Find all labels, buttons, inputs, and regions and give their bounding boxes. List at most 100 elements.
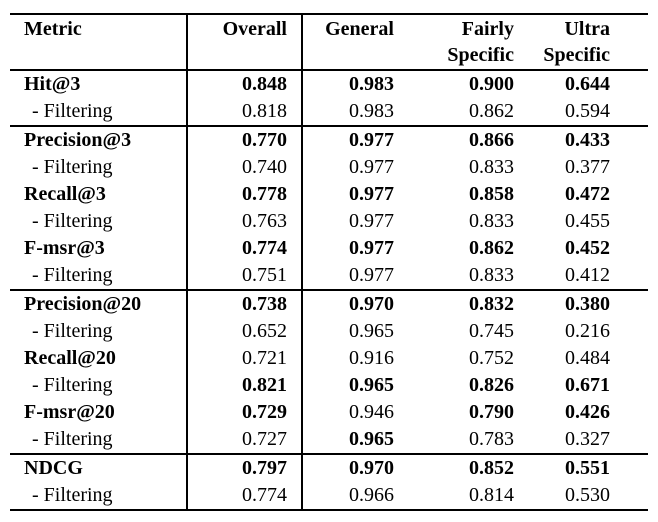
table-row: - Filtering 0.740 0.977 0.833 0.377 <box>10 154 648 181</box>
table-header: Metric Overall General Fairly Specific U… <box>10 14 648 71</box>
metric-label: Recall@20 <box>10 345 188 372</box>
metric-label: Recall@3 <box>10 181 188 208</box>
metric-label: F-msr@3 <box>10 235 188 262</box>
value-cell: 0.551 <box>534 453 648 482</box>
value-cell: 0.852 <box>418 453 534 482</box>
value-cell: 0.977 <box>349 183 394 205</box>
value-cell: 0.977 <box>349 264 394 286</box>
metric-label: - Filtering <box>10 318 188 345</box>
column-header-label: General <box>325 18 394 40</box>
table-row: - Filtering 0.763 0.977 0.833 0.455 <box>10 208 648 235</box>
table-row: - Filtering 0.774 0.966 0.814 0.530 <box>10 482 648 510</box>
value-cell: 0.818 <box>187 98 303 126</box>
value-cell: 0.983 <box>349 100 394 122</box>
table-row: - Filtering 0.818 0.983 0.862 0.594 <box>10 98 648 126</box>
value-cell: 0.729 <box>187 399 303 426</box>
table-row: Recall@20 0.721 0.916 0.752 0.484 <box>10 345 648 372</box>
metrics-table: Metric Overall General Fairly Specific U… <box>10 13 648 511</box>
value-cell: 0.738 <box>187 289 303 318</box>
table-row: NDCG 0.797 0.970 0.852 0.551 <box>10 453 648 482</box>
value-cell: 0.970 <box>302 453 418 482</box>
value-cell: 0.977 <box>349 156 394 178</box>
value-cell: 0.745 <box>469 320 514 342</box>
metric-label: - Filtering <box>10 482 188 510</box>
value-cell: 0.965 <box>349 320 394 342</box>
value-cell: 0.965 <box>349 428 394 450</box>
table-row: Precision@20 0.738 0.970 0.832 0.380 <box>10 289 648 318</box>
value-cell: 0.472 <box>565 183 610 205</box>
column-header-label: Specific <box>543 44 610 66</box>
table-row: F-msr@20 0.729 0.946 0.790 0.426 <box>10 399 648 426</box>
column-header-label: Metric <box>24 18 82 40</box>
value-cell: 0.452 <box>565 237 610 259</box>
column-header-general: General <box>302 14 418 71</box>
value-cell: 0.900 <box>469 73 514 95</box>
value-cell: 0.965 <box>349 374 394 396</box>
metric-label: NDCG <box>10 453 188 482</box>
value-cell: 0.433 <box>534 125 648 154</box>
value-cell: 0.916 <box>349 347 394 369</box>
column-header-label: Fairly <box>461 18 514 40</box>
value-cell: 0.770 <box>187 125 303 154</box>
value-cell: 0.970 <box>302 289 418 318</box>
value-cell: 0.426 <box>565 401 610 423</box>
table-row: Hit@3 0.848 0.983 0.900 0.644 <box>10 70 648 98</box>
value-cell: 0.740 <box>187 154 303 181</box>
value-cell: 0.790 <box>469 401 514 423</box>
value-cell: 0.832 <box>418 289 534 318</box>
metric-label: - Filtering <box>10 208 188 235</box>
value-cell: 0.833 <box>469 264 514 286</box>
value-cell: 0.727 <box>187 426 303 454</box>
value-cell: 0.763 <box>187 208 303 235</box>
value-cell: 0.966 <box>349 484 394 506</box>
column-header-overall: Overall <box>187 14 303 71</box>
value-cell: 0.977 <box>349 210 394 232</box>
value-cell: 0.774 <box>187 235 303 262</box>
column-header-fairly-specific: Fairly Specific <box>418 14 534 71</box>
value-cell: 0.862 <box>469 100 514 122</box>
metric-label: F-msr@20 <box>10 399 188 426</box>
value-cell: 0.862 <box>469 237 514 259</box>
value-cell: 0.866 <box>418 125 534 154</box>
table-row: F-msr@3 0.774 0.977 0.862 0.452 <box>10 235 648 262</box>
value-cell: 0.751 <box>187 262 303 290</box>
table-row: - Filtering 0.751 0.977 0.833 0.412 <box>10 262 648 290</box>
value-cell: 0.484 <box>565 347 610 369</box>
metric-label: - Filtering <box>10 98 188 126</box>
value-cell: 0.983 <box>349 73 394 95</box>
value-cell: 0.821 <box>187 372 303 399</box>
value-cell: 0.327 <box>565 428 610 450</box>
value-cell: 0.977 <box>349 237 394 259</box>
metric-label: - Filtering <box>10 154 188 181</box>
column-header-label: Specific <box>447 44 514 66</box>
metric-label: Precision@3 <box>10 125 188 154</box>
value-cell: 0.946 <box>349 401 394 423</box>
metric-label: - Filtering <box>10 426 188 454</box>
value-cell: 0.774 <box>187 482 303 510</box>
metric-label: Hit@3 <box>10 70 188 98</box>
value-cell: 0.848 <box>187 70 303 98</box>
value-cell: 0.644 <box>565 73 610 95</box>
value-cell: 0.783 <box>469 428 514 450</box>
table-row: Recall@3 0.778 0.977 0.858 0.472 <box>10 181 648 208</box>
column-header-label: Ultra <box>564 18 610 40</box>
value-cell: 0.814 <box>469 484 514 506</box>
value-cell: 0.216 <box>565 320 610 342</box>
value-cell: 0.752 <box>469 347 514 369</box>
column-header-label: Overall <box>222 18 287 40</box>
value-cell: 0.652 <box>187 318 303 345</box>
value-cell: 0.671 <box>565 374 610 396</box>
value-cell: 0.594 <box>565 100 610 122</box>
value-cell: 0.833 <box>469 210 514 232</box>
value-cell: 0.455 <box>565 210 610 232</box>
value-cell: 0.833 <box>469 156 514 178</box>
value-cell: 0.826 <box>469 374 514 396</box>
metric-label: - Filtering <box>10 372 188 399</box>
table-body: Hit@3 0.848 0.983 0.900 0.644- Filtering 0.81… <box>10 70 648 510</box>
value-cell: 0.858 <box>469 183 514 205</box>
table-row: - Filtering 0.821 0.965 0.826 0.671 <box>10 372 648 399</box>
value-cell: 0.797 <box>187 453 303 482</box>
value-cell: 0.412 <box>565 264 610 286</box>
metric-label: Precision@20 <box>10 289 188 318</box>
value-cell: 0.377 <box>565 156 610 178</box>
